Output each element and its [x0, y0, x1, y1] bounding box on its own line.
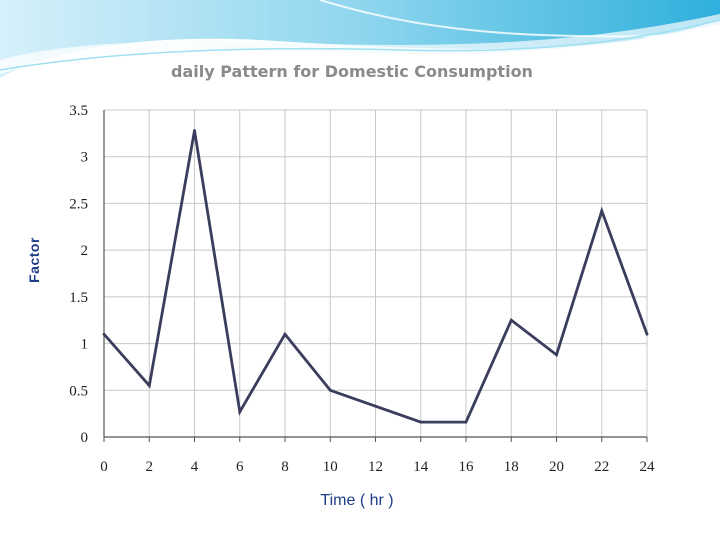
data-point [645, 332, 649, 336]
data-point [419, 420, 423, 424]
y-tick-label: 3 [81, 150, 89, 166]
data-point [238, 410, 242, 414]
x-tick-label: 8 [281, 459, 289, 475]
x-tick-label: 10 [323, 459, 338, 475]
x-tick-label: 0 [100, 459, 108, 475]
y-tick-labels: 0 0.5 1 1.5 2 2.5 3 3.5 [69, 103, 88, 446]
data-point [283, 332, 287, 336]
data-point [555, 353, 558, 357]
chart-title: daily Pattern for Domestic Consumption [171, 62, 533, 81]
x-tick-label: 4 [191, 459, 199, 475]
x-tick-label: 20 [549, 459, 564, 475]
x-tick-label: 18 [504, 459, 519, 475]
data-point [193, 129, 196, 132]
y-tick-label: 0 [81, 430, 89, 446]
data-point [102, 332, 106, 336]
axes [103, 110, 648, 442]
x-tick-label: 16 [459, 459, 475, 475]
data-point [509, 318, 513, 322]
x-tick-labels: 0 2 4 6 8 10 12 14 16 18 20 22 24 [100, 459, 655, 475]
x-tick-label: 14 [413, 459, 429, 475]
y-axis-label: Factor [26, 237, 42, 283]
x-tick-label: 22 [594, 459, 609, 475]
x-tick-label: 2 [146, 459, 154, 475]
y-tick-label: 1.5 [69, 290, 88, 306]
data-point [147, 384, 151, 388]
y-tick-label: 1 [81, 337, 89, 353]
x-axis-label: Time ( hr ) [320, 492, 394, 509]
x-tick-label: 12 [368, 459, 383, 475]
y-tick-label: 2 [81, 243, 89, 259]
x-tick-label: 24 [640, 459, 656, 475]
data-point [374, 404, 377, 408]
grid [104, 109, 648, 437]
x-tick-label: 6 [236, 459, 244, 475]
data-point [464, 420, 468, 424]
decorative-banner [0, 0, 720, 78]
series [102, 129, 649, 424]
data-point [328, 388, 332, 392]
y-tick-label: 3.5 [69, 103, 88, 119]
data-point [600, 209, 604, 213]
y-tick-label: 2.5 [69, 196, 88, 212]
y-tick-label: 0.5 [69, 383, 88, 399]
